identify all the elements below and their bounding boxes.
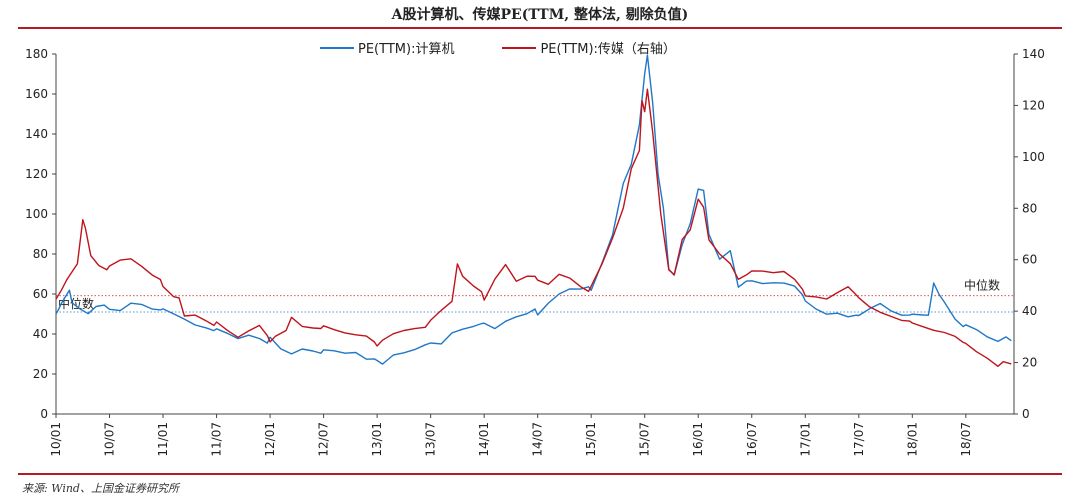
- x-tick-label: 13/01: [370, 422, 384, 457]
- y-left-tick-label: 80: [33, 247, 48, 261]
- series-line-computer: [55, 54, 1012, 365]
- x-tick-label: 13/07: [424, 422, 438, 457]
- y-right-tick-label: 0: [1022, 407, 1030, 421]
- y-right-tick-label: 100: [1022, 150, 1045, 164]
- median-label: 中位数: [964, 278, 1000, 293]
- x-tick-label: 15/07: [638, 422, 652, 457]
- source-note: 来源: Wind、上国金证券研究所: [22, 482, 179, 495]
- legend-swatch-computer: [320, 46, 354, 49]
- legend: PE(TTM):计算机 PE(TTM):传媒（右轴）: [320, 38, 840, 57]
- x-tick-label: 12/07: [317, 422, 331, 457]
- chart-title: A股计算机、传媒PE(TTM, 整体法, 剔除负值): [391, 7, 689, 23]
- x-tick-label: 11/01: [156, 422, 170, 457]
- x-tick-label: 14/01: [477, 422, 491, 457]
- median-label: 中位数: [58, 296, 94, 311]
- legend-label-computer: PE(TTM):计算机: [358, 42, 455, 57]
- y-left-tick-label: 20: [33, 367, 48, 381]
- y-left-tick-label: 180: [25, 47, 48, 61]
- x-tick-label: 17/07: [852, 422, 866, 457]
- legend-label-media: PE(TTM):传媒（右轴）: [540, 42, 676, 57]
- legend-swatch-media: [502, 46, 537, 49]
- x-tick-label: 10/07: [103, 422, 117, 457]
- y-right-tick-label: 60: [1022, 253, 1037, 267]
- legend-item-computer: PE(TTM):计算机: [320, 38, 454, 57]
- y-left-tick-label: 40: [33, 327, 48, 341]
- y-right-tick-label: 40: [1022, 304, 1037, 318]
- legend-item-media: PE(TTM):传媒（右轴）: [502, 38, 676, 57]
- x-tick-label: 15/01: [584, 422, 598, 457]
- y-right-tick-label: 20: [1022, 356, 1037, 370]
- y-left-tick-label: 0: [40, 407, 48, 421]
- y-left-tick-label: 160: [25, 87, 48, 101]
- series-line-media: [55, 88, 1012, 367]
- y-right-tick-label: 140: [1022, 47, 1045, 61]
- x-tick-label: 18/01: [905, 422, 919, 457]
- y-left-tick-label: 60: [33, 287, 48, 301]
- y-left-tick-label: 100: [25, 207, 48, 221]
- title-rule: [18, 27, 1062, 29]
- y-left-tick-label: 120: [25, 167, 48, 181]
- x-tick-label: 17/01: [798, 422, 812, 457]
- x-tick-label: 12/01: [263, 422, 277, 457]
- y-right-tick-label: 80: [1022, 201, 1037, 215]
- x-tick-label: 10/01: [49, 422, 63, 457]
- y-left-tick-label: 140: [25, 127, 48, 141]
- x-tick-label: 16/07: [745, 422, 759, 457]
- y-right-tick-label: 120: [1022, 98, 1045, 112]
- x-tick-label: 16/01: [691, 422, 705, 457]
- x-tick-label: 11/07: [210, 422, 224, 457]
- footer-rule: [18, 473, 1062, 475]
- x-tick-label: 18/07: [959, 422, 973, 457]
- x-tick-label: 14/07: [531, 422, 545, 457]
